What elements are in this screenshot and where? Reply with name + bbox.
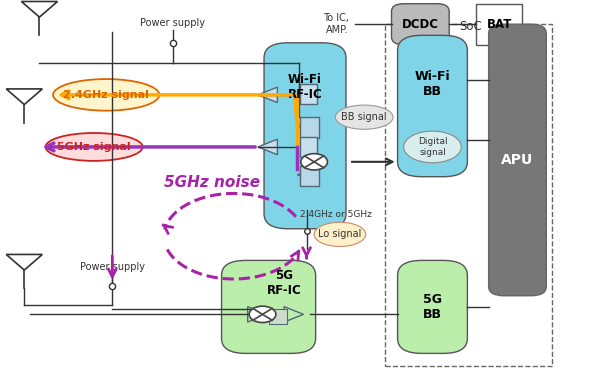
Text: 2.4GHz or 5GHz: 2.4GHz or 5GHz [300,210,372,219]
Text: BAT: BAT [487,18,512,31]
Text: Lo signal: Lo signal [318,230,362,239]
Ellipse shape [46,133,143,161]
FancyBboxPatch shape [222,260,316,353]
FancyBboxPatch shape [392,4,449,45]
Bar [476,4,522,45]
Polygon shape [258,87,277,103]
Bar [300,117,319,138]
Polygon shape [284,307,304,322]
Text: DCDC: DCDC [402,18,439,31]
Text: Power supply: Power supply [80,262,145,272]
FancyBboxPatch shape [264,43,346,229]
Text: 5G
BB: 5G BB [423,293,442,321]
Polygon shape [297,119,317,134]
Text: 5GHz noise: 5GHz noise [164,175,260,190]
Text: APU: APU [501,153,534,167]
Bar [300,84,317,104]
Text: Wi-Fi
RF-IC: Wi-Fi RF-IC [288,73,322,102]
Polygon shape [248,307,267,322]
Text: BB signal: BB signal [341,112,387,122]
Circle shape [301,154,328,170]
Text: 5GHz signal: 5GHz signal [57,142,131,152]
Text: 5G
RF-IC: 5G RF-IC [266,269,301,297]
Bar [269,309,287,324]
Text: Digital
signal: Digital signal [418,137,447,157]
Polygon shape [297,167,317,183]
Circle shape [249,306,276,323]
Text: To IC,
AMP.: To IC, AMP. [323,13,349,35]
Text: Power supply: Power supply [140,18,206,28]
Bar [300,166,319,186]
Ellipse shape [314,222,365,247]
Text: SoC: SoC [459,20,482,33]
Text: Wi-Fi
BB: Wi-Fi BB [415,70,450,98]
Ellipse shape [404,131,461,163]
FancyBboxPatch shape [398,260,467,353]
Ellipse shape [53,79,159,111]
Ellipse shape [336,105,393,129]
Text: 2.4GHz signal: 2.4GHz signal [63,90,149,100]
FancyBboxPatch shape [489,24,546,296]
Bar [300,137,317,157]
Bar [385,24,552,366]
FancyBboxPatch shape [398,35,467,177]
Polygon shape [258,139,277,155]
